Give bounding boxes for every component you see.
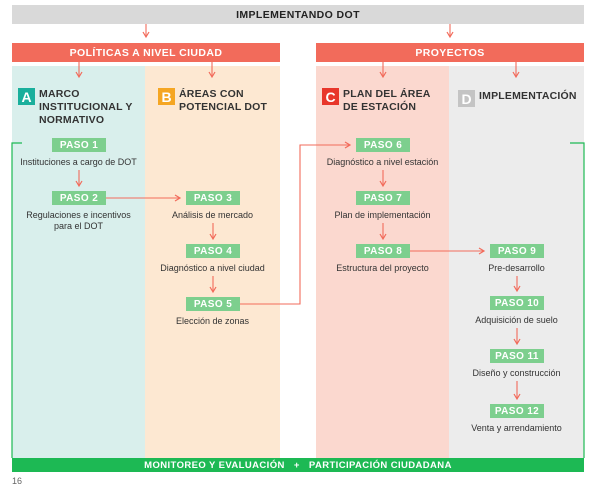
phase-a-title: MARCO INSTITUCIONAL Y NORMATIVO	[39, 88, 133, 126]
step-6-box: PASO 6	[356, 138, 410, 152]
step-1-desc: Instituciones a cargo de DOT	[20, 157, 137, 167]
phase-b-letter: B	[158, 88, 175, 105]
phase-d-letter: D	[458, 90, 475, 107]
phase-d-title: IMPLEMENTACIÓN	[479, 90, 577, 102]
phase-b: B ÁREAS CON POTENCIAL DOT	[158, 88, 276, 114]
step-9-desc: Pre-desarrollo	[488, 263, 545, 273]
page-number: 16	[12, 476, 23, 486]
step-11-box: PASO 11	[490, 349, 544, 363]
step-4-desc: Diagnóstico a nivel ciudad	[160, 263, 265, 273]
section-header-projects: PROYECTOS	[316, 43, 584, 62]
phase-b-title: ÁREAS CON POTENCIAL DOT	[179, 88, 268, 113]
step-8-box: PASO 8	[356, 244, 410, 258]
column-c	[316, 66, 449, 458]
step-12-box: PASO 12	[490, 404, 544, 418]
phase-d: D IMPLEMENTACIÓN	[458, 90, 583, 107]
step-7-box: PASO 7	[356, 191, 410, 205]
step-5-desc: Elección de zonas	[175, 316, 250, 326]
phase-c: C PLAN DEL ÁREA DE ESTACIÓN	[322, 88, 444, 114]
step-10-desc: Adquisición de suelo	[475, 315, 558, 325]
phase-a: A MARCO INSTITUCIONAL Y NORMATIVO	[18, 88, 143, 127]
phase-c-title: PLAN DEL ÁREA DE ESTACIÓN	[343, 88, 431, 113]
bracket-left	[11, 142, 22, 458]
phase-c-letter: C	[322, 88, 339, 105]
step-12-desc: Venta y arrendamiento	[471, 423, 562, 433]
bracket-right	[570, 142, 585, 458]
step-7-desc: Plan de implementación	[334, 210, 431, 220]
step-10-box: PASO 10	[490, 296, 544, 310]
section-header-projects-label: PROYECTOS	[415, 46, 485, 59]
step-4-box: PASO 4	[186, 244, 240, 258]
phase-a-letter: A	[18, 88, 35, 105]
step-11-desc: Diseño y construcción	[472, 368, 561, 378]
column-a	[12, 66, 145, 458]
arrow-step5-step6	[240, 141, 352, 305]
step-1-box: PASO 1	[52, 138, 106, 152]
footer-banner: MONITOREO Y EVALUACIÓN + PARTICIPACIÓN C…	[12, 458, 584, 472]
step-2-desc: Regulaciones e incentivos para el DOT	[26, 210, 131, 231]
section-header-policies: POLÍTICAS A NIVEL CIUDAD	[12, 43, 280, 62]
step-9-box: PASO 9	[490, 244, 544, 258]
top-banner: IMPLEMENTANDO DOT	[12, 5, 584, 24]
section-header-policies-label: POLÍTICAS A NIVEL CIUDAD	[69, 46, 223, 59]
top-banner-title: IMPLEMENTANDO DOT	[236, 8, 360, 21]
footer-banner-text: MONITOREO Y EVALUACIÓN + PARTICIPACIÓN C…	[144, 459, 452, 471]
column-b	[145, 66, 280, 458]
step-3-desc: Análisis de mercado	[171, 210, 254, 220]
step-8-desc: Estructura del proyecto	[336, 263, 429, 273]
step-2-box: PASO 2	[52, 191, 106, 205]
step-6-desc: Diagnóstico a nivel estación	[326, 157, 439, 167]
step-5-box: PASO 5	[186, 297, 240, 311]
step-3-box: PASO 3	[186, 191, 240, 205]
